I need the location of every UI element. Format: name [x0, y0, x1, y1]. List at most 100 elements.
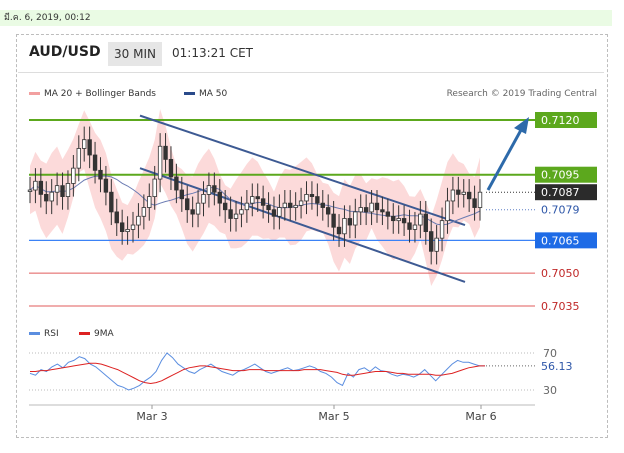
- candle-body: [98, 169, 103, 180]
- candle-body: [76, 148, 81, 169]
- candle-body: [325, 207, 331, 215]
- candle-body: [168, 158, 174, 178]
- candle-body: [217, 191, 222, 204]
- rsi-line: [29, 352, 485, 391]
- candle-body: [385, 211, 391, 217]
- legend-ma20-bb: MA 20 + Bollinger Bands: [29, 89, 156, 99]
- clock-text: 01:13:21 CET: [172, 46, 253, 60]
- candle-body: [49, 191, 54, 202]
- candle-body: [477, 191, 483, 208]
- header-divider: [18, 72, 604, 73]
- bollinger-band: [30, 109, 480, 286]
- legend-ma9: 9MA: [79, 329, 114, 339]
- candle-body: [212, 185, 217, 193]
- level-label-0.7079: 0.7079: [541, 204, 580, 217]
- candle-body: [331, 213, 336, 228]
- candle-body: [407, 222, 412, 230]
- candle-body: [233, 213, 239, 219]
- candle-body: [44, 193, 49, 202]
- candle-body: [358, 207, 363, 213]
- candle-body: [136, 215, 141, 226]
- candle-body: [157, 145, 163, 180]
- candle-body: [87, 139, 92, 156]
- candle-body: [260, 198, 266, 206]
- candle-body: [271, 209, 277, 217]
- level-box-0.7120: [535, 112, 597, 128]
- level-label-0.7050: 0.7050: [541, 267, 580, 280]
- candle-body: [466, 191, 472, 200]
- candle-body: [141, 207, 147, 217]
- candle-body: [179, 189, 185, 200]
- candle-body: [103, 178, 109, 193]
- candle-body: [33, 180, 38, 191]
- level-label-0.7035: 0.7035: [541, 300, 580, 313]
- candle-body: [439, 220, 445, 239]
- rsi-last-label: 56.13: [541, 360, 573, 373]
- candle-body: [92, 154, 98, 171]
- ma50-line: [29, 175, 481, 226]
- level-label-0.7087: 0.7087: [541, 186, 580, 199]
- x-tick-label: Mar 3: [136, 410, 167, 423]
- candle-body: [195, 202, 201, 215]
- candle-body: [125, 229, 130, 232]
- candle-body: [282, 202, 288, 208]
- candle-body: [152, 178, 157, 197]
- x-tick-label: Mar 5: [318, 410, 349, 423]
- x-tick-label: Mar 6: [465, 410, 496, 423]
- level-box-0.7087: [535, 184, 597, 201]
- candle-body: [434, 237, 439, 252]
- candle-body: [353, 211, 358, 226]
- candle-body: [60, 185, 65, 197]
- candle-body: [244, 202, 250, 211]
- candle-body: [255, 196, 260, 200]
- candle-body: [228, 209, 233, 219]
- candle-body: [445, 200, 450, 222]
- candle-body: [396, 218, 401, 222]
- channel-lower-line: [139, 167, 466, 283]
- legend-ma9-label: 9MA: [94, 329, 114, 339]
- level-label-0.7120: 0.7120: [541, 114, 580, 127]
- candle-body: [369, 202, 374, 213]
- candle-body: [336, 226, 342, 235]
- date-text: มี.ค. 6, 2019, 00:12: [4, 13, 91, 23]
- candle-body: [27, 189, 33, 192]
- candle-body: [418, 213, 423, 226]
- candle-body: [363, 207, 369, 213]
- candle-body: [190, 209, 195, 215]
- candle-body: [401, 218, 407, 224]
- date-bar: มี.ค. 6, 2019, 00:12: [0, 10, 612, 26]
- timeframe-button[interactable]: 30 MIN: [108, 42, 162, 66]
- candle-body: [266, 204, 271, 211]
- forecast-arrow-shaft: [486, 129, 523, 191]
- candle-body: [429, 231, 434, 252]
- candle-body: [347, 218, 353, 226]
- legend-ma50-label: MA 50: [199, 89, 228, 99]
- forecast-arrow-head: [514, 117, 529, 134]
- legend-swatch-ma50: [184, 92, 195, 95]
- legend-swatch-ma9: [79, 332, 90, 335]
- candle-body: [54, 185, 60, 193]
- legend-ma20-label: MA 20 + Bollinger Bands: [44, 89, 156, 99]
- candle-body: [65, 183, 71, 197]
- credit-text: Research © 2019 Trading Central: [446, 89, 597, 99]
- legend-rsi: RSI: [29, 329, 59, 339]
- candle-body: [298, 200, 304, 206]
- candle-body: [201, 193, 206, 204]
- candle-body: [461, 191, 466, 195]
- candle-body: [423, 213, 428, 232]
- candle-body: [304, 193, 309, 202]
- candle-body: [82, 139, 87, 149]
- legend-swatch-rsi: [29, 332, 40, 335]
- level-label-0.7065: 0.7065: [541, 234, 580, 247]
- candle-body: [130, 224, 136, 230]
- candle-body: [293, 204, 298, 208]
- rsi-ma9-line: [30, 362, 485, 385]
- candle-body: [147, 196, 152, 208]
- candle-body: [250, 196, 255, 204]
- candle-body: [222, 202, 228, 211]
- level-box-0.7095: [535, 166, 597, 183]
- candle-body: [315, 196, 320, 204]
- candle-body: [185, 198, 190, 211]
- candle-body: [277, 207, 282, 217]
